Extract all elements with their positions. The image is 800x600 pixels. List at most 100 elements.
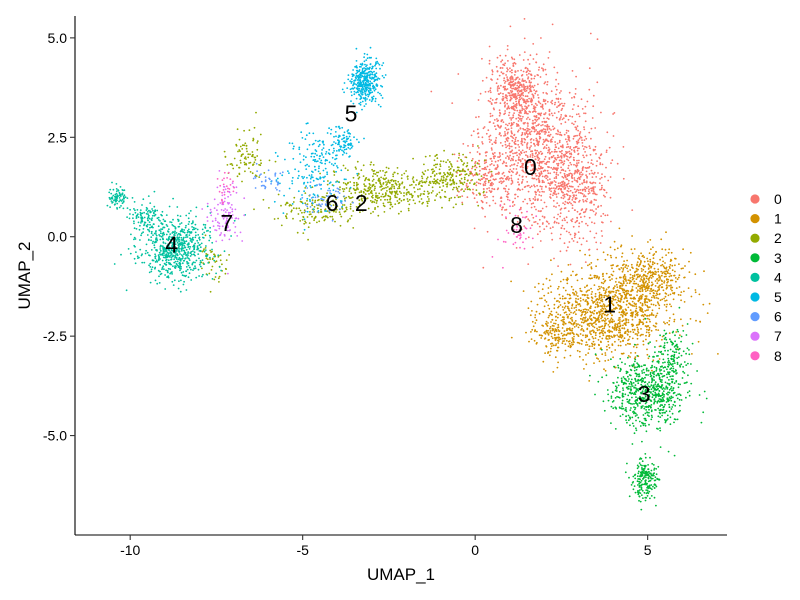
- point-cluster-0: [591, 172, 594, 175]
- point-cluster-0: [583, 128, 586, 131]
- point-cluster-0: [590, 187, 593, 190]
- point-cluster-1: [563, 302, 566, 305]
- point-cluster-0: [571, 207, 574, 210]
- point-cluster-1: [659, 284, 661, 287]
- point-cluster-3: [594, 353, 597, 356]
- point-cluster-0: [461, 201, 464, 204]
- point-cluster-2: [426, 200, 428, 203]
- point-cluster-3: [643, 371, 646, 374]
- point-cluster-0: [533, 142, 535, 145]
- point-cluster-0: [531, 111, 534, 113]
- point-cluster-1: [607, 324, 610, 326]
- point-cluster-2: [425, 180, 428, 183]
- point-cluster-0: [591, 117, 594, 119]
- point-cluster-1: [540, 297, 543, 300]
- point-cluster-1: [690, 295, 693, 298]
- point-cluster-0: [506, 145, 509, 147]
- point-cluster-1: [639, 280, 642, 282]
- point-cluster-2: [467, 174, 470, 177]
- point-cluster-3: [653, 366, 656, 368]
- point-cluster-0: [549, 178, 551, 181]
- point-cluster-1: [656, 278, 659, 280]
- point-cluster-1: [616, 323, 619, 326]
- point-cluster-3: [668, 371, 670, 374]
- point-cluster-1: [645, 338, 647, 341]
- point-cluster-2: [228, 254, 231, 256]
- point-cluster-1: [636, 291, 639, 293]
- point-cluster-0: [581, 145, 584, 147]
- point-cluster-0: [557, 98, 560, 101]
- point-cluster-1: [577, 341, 580, 344]
- point-cluster-2: [441, 206, 443, 209]
- point-cluster-2: [433, 159, 436, 162]
- point-cluster-0: [589, 209, 592, 212]
- point-cluster-0: [482, 207, 484, 210]
- point-cluster-1: [560, 332, 563, 335]
- point-cluster-1: [571, 320, 574, 322]
- point-cluster-0: [560, 90, 562, 92]
- point-cluster-1: [534, 314, 537, 316]
- point-cluster-0: [528, 63, 531, 65]
- point-cluster-2: [373, 189, 376, 192]
- point-cluster-2: [302, 215, 305, 218]
- point-cluster-0: [585, 154, 588, 157]
- point-cluster-0: [578, 213, 581, 216]
- point-cluster-0: [479, 169, 481, 172]
- point-cluster-1: [659, 299, 662, 302]
- point-cluster-2: [436, 193, 439, 196]
- point-cluster-0: [484, 184, 487, 187]
- point-cluster-1: [618, 287, 621, 289]
- point-cluster-1: [577, 323, 579, 326]
- point-cluster-0: [557, 182, 560, 185]
- point-cluster-2: [426, 202, 429, 205]
- point-cluster-0: [514, 193, 517, 196]
- point-cluster-1: [698, 293, 701, 296]
- point-cluster-0: [477, 136, 480, 139]
- point-cluster-2: [410, 183, 413, 186]
- point-cluster-0: [494, 173, 497, 176]
- point-cluster-1: [566, 277, 569, 279]
- point-cluster-0: [487, 90, 490, 93]
- point-cluster-0: [553, 171, 556, 174]
- point-cluster-1: [637, 330, 639, 332]
- point-cluster-1: [671, 286, 674, 289]
- point-cluster-2: [249, 153, 251, 156]
- point-cluster-2: [343, 204, 346, 206]
- point-cluster-3: [644, 412, 647, 415]
- point-cluster-1: [641, 321, 644, 324]
- point-cluster-1: [644, 310, 647, 312]
- point-cluster-2: [455, 203, 457, 206]
- point-cluster-2: [450, 176, 453, 179]
- point-cluster-1: [596, 258, 599, 261]
- point-cluster-0: [495, 137, 498, 139]
- point-cluster-1: [640, 310, 643, 313]
- point-cluster-0: [519, 160, 522, 163]
- point-cluster-1: [539, 297, 541, 300]
- point-cluster-1: [586, 284, 589, 287]
- point-cluster-2: [256, 148, 259, 151]
- point-cluster-0: [601, 221, 603, 224]
- point-cluster-2: [465, 173, 468, 176]
- point-cluster-0: [589, 230, 592, 233]
- point-cluster-1: [603, 320, 606, 323]
- point-cluster-1: [606, 317, 609, 320]
- point-cluster-0: [588, 192, 591, 194]
- point-cluster-0: [579, 173, 581, 176]
- point-cluster-0: [501, 67, 504, 69]
- point-cluster-0: [578, 199, 581, 202]
- point-cluster-1: [559, 314, 562, 316]
- point-cluster-0: [549, 139, 552, 142]
- point-cluster-2: [462, 168, 464, 171]
- point-cluster-2: [413, 186, 415, 189]
- point-cluster-0: [465, 185, 468, 187]
- point-cluster-1: [580, 321, 583, 324]
- point-cluster-0: [571, 70, 574, 72]
- point-cluster-0: [544, 185, 547, 188]
- point-cluster-2: [463, 176, 466, 179]
- point-cluster-2: [449, 178, 452, 181]
- point-cluster-1: [596, 319, 599, 321]
- point-cluster-2: [446, 183, 449, 186]
- point-cluster-2: [311, 204, 314, 207]
- point-cluster-2: [251, 155, 253, 158]
- point-cluster-0: [579, 131, 582, 133]
